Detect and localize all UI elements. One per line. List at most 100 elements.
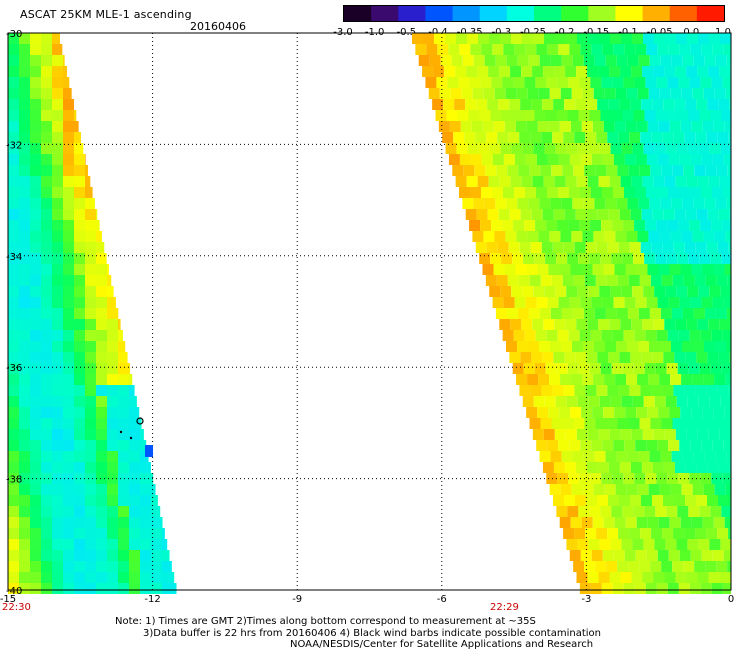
swath-cell [428,88,440,99]
swath-cell [96,220,100,231]
swath-cell [140,583,151,594]
swath-cell [129,528,140,539]
swath-cell [63,561,74,572]
swath-cell [63,583,74,594]
swath-cell [520,99,532,110]
swath-cell [8,330,19,341]
swath-cell [41,451,52,462]
swath-cell [659,88,671,99]
swath-cell [570,407,582,418]
swath-cell [638,198,650,209]
swath-cell [556,506,568,517]
swath-cell [30,363,41,374]
swath-cell [688,506,700,517]
swath-cell [658,121,670,132]
swath-cell [493,121,505,132]
swath-cell [41,121,52,132]
swath-cell [30,418,41,429]
swath-cell [689,330,701,341]
swath-cell [96,418,107,429]
swath-cell [129,374,133,385]
swath-cell [495,308,507,319]
swath-cell [162,561,172,572]
swath-cell [707,99,719,110]
swath-cell [661,418,673,429]
swath-cell [700,330,712,341]
swath-cell [619,99,631,110]
swath-cell [564,495,576,506]
swath-cell [489,143,501,154]
swath-cell [85,407,96,418]
swath-cell [513,77,525,88]
swath-cell [30,473,41,484]
swath-cell [506,341,518,352]
swath-cell [655,506,667,517]
swath-cell [482,264,494,275]
swath-cell [498,209,510,220]
swath-cell [537,407,549,418]
swath-cell [425,77,437,88]
swath-cell [578,110,590,121]
swath-cell [570,121,582,132]
swath-cell [19,308,30,319]
swath-cell [712,297,724,308]
swath-cell [85,473,96,484]
swath-cell [52,264,63,275]
swath-cell [630,99,642,110]
swath-cell [686,319,698,330]
swath-cell [74,110,77,121]
swath-cell [615,231,627,242]
swath-cell [74,330,85,341]
swath-cell [656,220,668,231]
swath-cell [19,495,30,506]
swath-cell [707,495,719,506]
swath-cell [151,484,156,495]
swath-cell [647,264,659,275]
x-tick-label: -15 [0,594,16,605]
swath-cell [560,88,572,99]
swath-cell [660,451,672,462]
swath-cell [8,176,19,187]
swath-cell [74,539,85,550]
swath-cell [523,363,535,374]
swath-cell [567,506,579,517]
swath-cell [19,286,30,297]
swath-cell [588,143,600,154]
swath-cell [74,418,85,429]
swath-cell [41,297,52,308]
swath-cell [85,176,91,187]
swath-cell [502,330,514,341]
swath-cell [596,132,608,143]
swath-cell [550,198,562,209]
swath-cell [85,352,96,363]
swath-cell [591,44,603,55]
swath-cell [605,308,617,319]
swath-cell [622,506,634,517]
swath-cell [569,550,581,561]
swath-cell [487,209,499,220]
colorbar-segment [534,6,562,21]
swath-cell [628,418,640,429]
swath-cell [670,88,682,99]
swath-cell [564,99,576,110]
swath-cell [648,231,660,242]
swath-cell [96,583,107,594]
swath-cell [705,275,717,286]
swath-cell [8,220,19,231]
swath-cell [30,407,41,418]
swath-cell [85,418,96,429]
swath-cell [613,187,625,198]
swath-cell [647,121,659,132]
swath-cell [636,517,648,528]
swath-cell [702,121,714,132]
swath-cell [610,286,622,297]
swath-cell [694,418,706,429]
swath-cell [30,77,41,88]
swath-cell [634,473,646,484]
swath-cell [555,396,567,407]
swath-cell [629,528,641,539]
swath-cell [587,319,599,330]
swath-cell [527,231,539,242]
swath-cell [724,121,731,132]
